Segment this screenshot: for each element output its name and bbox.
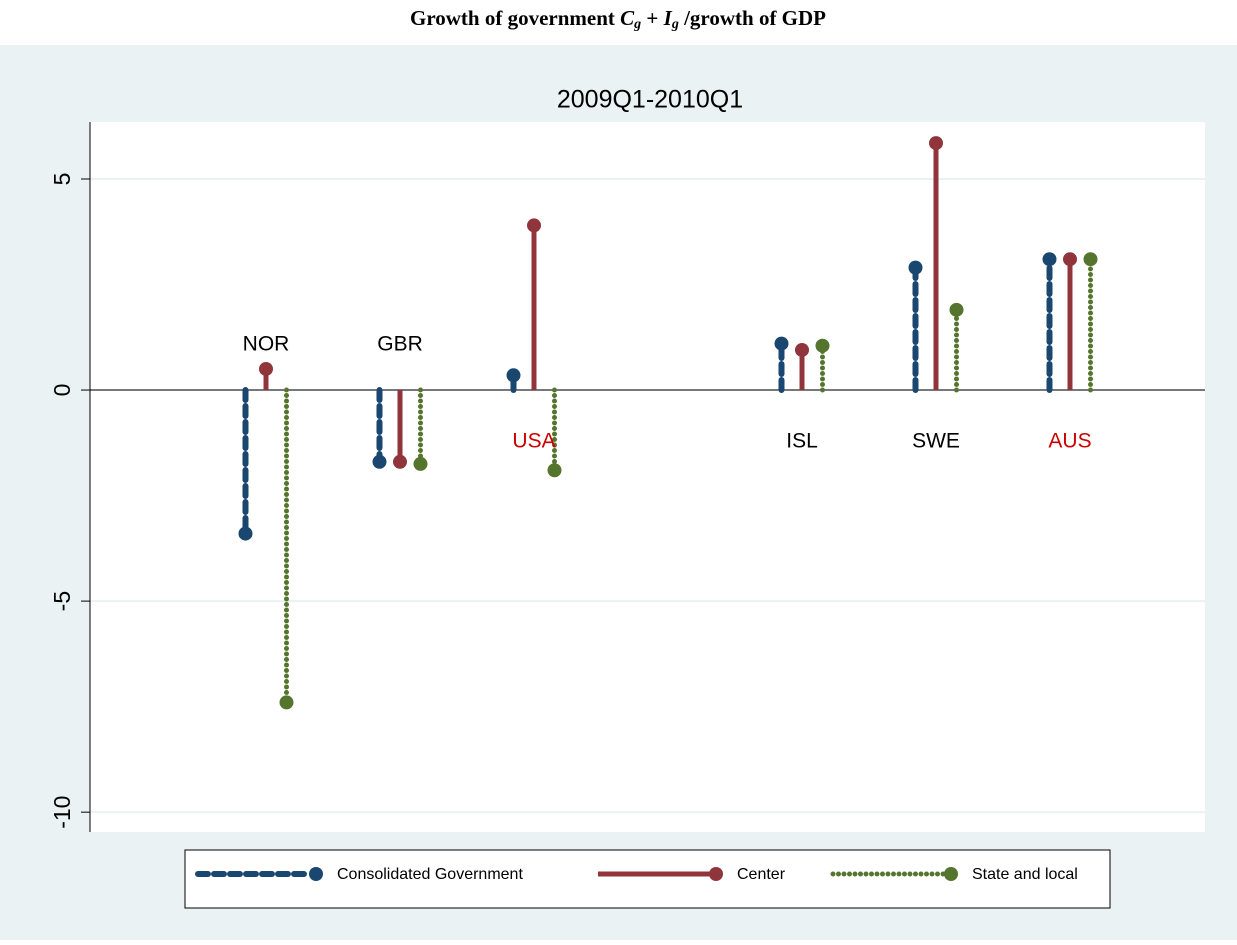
dot — [908, 260, 923, 275]
lollipop — [238, 387, 253, 541]
dot — [413, 456, 428, 471]
lollipop — [506, 368, 521, 394]
dot — [795, 342, 809, 357]
dot — [774, 336, 789, 351]
dot — [527, 218, 541, 233]
y-tick-label: -5 — [49, 591, 75, 611]
legend-label: Consolidated Government — [337, 866, 523, 883]
category-label: GBR — [377, 333, 423, 356]
lollipop — [1042, 252, 1057, 394]
lollipop — [815, 338, 830, 393]
y-tick-label: 0 — [49, 384, 75, 397]
dot — [238, 526, 253, 541]
dot — [279, 695, 294, 710]
lollipop — [908, 260, 923, 394]
y-tick-label: -10 — [49, 796, 75, 829]
category-label: ISL — [786, 430, 818, 453]
lollipop — [393, 390, 407, 469]
dot — [949, 302, 964, 317]
lollipop — [929, 136, 943, 391]
lollipop — [1083, 252, 1098, 393]
legend-label: Center — [737, 866, 786, 883]
lollipop — [774, 336, 789, 394]
y-tick-label: 5 — [49, 173, 75, 186]
chart-title: Growth of government Cg + Ig /growth of … — [410, 6, 826, 32]
lollipop — [413, 387, 428, 471]
legend-dot — [944, 867, 958, 881]
lollipop — [547, 387, 562, 478]
plot-area — [90, 122, 1205, 832]
legend-dot — [309, 867, 323, 881]
dot — [547, 463, 562, 478]
lollipop — [372, 387, 387, 469]
lollipop — [279, 387, 294, 710]
lollipop — [259, 361, 273, 391]
dot — [815, 338, 830, 353]
dot — [929, 136, 943, 151]
dot — [1083, 252, 1098, 267]
dot — [393, 454, 407, 469]
category-label: SWE — [912, 430, 960, 453]
legend-label: State and local — [972, 866, 1078, 883]
category-label: NOR — [243, 333, 290, 356]
dot — [259, 361, 273, 376]
lollipop — [1063, 252, 1077, 391]
legend-dot — [709, 867, 723, 881]
category-label: USA — [512, 430, 555, 453]
dot — [1042, 252, 1057, 267]
lollipop — [949, 302, 964, 393]
category-label: AUS — [1048, 430, 1091, 453]
dot — [506, 368, 521, 383]
dot — [372, 454, 387, 469]
lollipop — [527, 218, 541, 391]
dot — [1063, 252, 1077, 267]
subtitle: 2009Q1-2010Q1 — [557, 86, 743, 114]
lollipop — [795, 342, 809, 391]
